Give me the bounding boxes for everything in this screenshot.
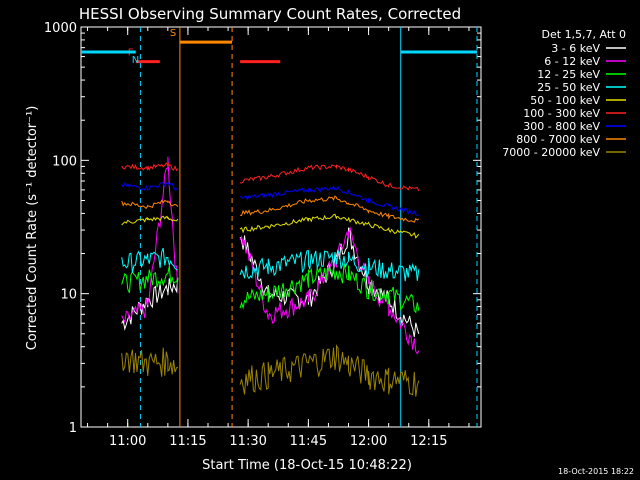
legend-label: 800 - 7000 keV [516, 133, 600, 146]
series-line [240, 195, 420, 223]
series-line [121, 347, 179, 377]
x-tick-label: 12:15 [410, 434, 447, 449]
x-tick-label: 12:00 [350, 434, 387, 449]
legend-label: 7000 - 20000 keV [502, 146, 600, 159]
x-tick-label: 11:15 [169, 434, 206, 449]
legend-label: 100 - 300 keV [523, 107, 600, 120]
flag-label: N [132, 55, 139, 66]
x-axis-label: Start Time (18-Oct-15 10:48:22) [202, 458, 412, 473]
series-line [239, 263, 420, 314]
x-tick-label: 11:00 [109, 434, 146, 449]
x-tick-label: 11:45 [290, 434, 327, 449]
series-line [239, 213, 420, 239]
series-line [121, 199, 179, 210]
series-line [121, 181, 179, 191]
legend-title: Det 1,5,7, Att 0 [542, 28, 626, 41]
series-line [239, 185, 419, 216]
series-line [240, 164, 420, 192]
y-axis-label: Corrected Count Rate (s⁻¹ detector⁻¹) [25, 106, 40, 351]
series-line [121, 265, 179, 294]
series-line [239, 227, 420, 338]
timestamp: 18-Oct-2015 18:22 [558, 467, 634, 476]
legend-label: 300 - 800 keV [523, 120, 600, 133]
series-line [121, 156, 179, 324]
series-line [239, 226, 420, 355]
chart-title: HESSI Observing Summary Count Rates, Cor… [79, 5, 461, 23]
legend-label: 3 - 6 keV [551, 42, 600, 55]
y-tick-label: 1000 [44, 21, 77, 36]
y-tick-label: 10 [60, 288, 77, 303]
flag-label: S [170, 28, 176, 39]
x-tick-label: 11:30 [229, 434, 266, 449]
series-line [239, 344, 420, 397]
legend-label: 25 - 50 keV [537, 81, 600, 94]
legend-label: 6 - 12 keV [544, 55, 600, 68]
plot-area: 1 10 100 1000 11:00 11:15 11:30 11:45 12:00 12:15… [44, 21, 482, 449]
series-line [121, 215, 179, 226]
plot-frame [80, 26, 482, 428]
series-line [239, 248, 420, 282]
y-tick-label: 100 [52, 154, 77, 169]
y-tick-label: 1 [69, 421, 77, 436]
legend-label: 12 - 25 keV [537, 68, 600, 81]
series-line [121, 161, 179, 172]
legend-label: 50 - 100 keV [530, 94, 600, 107]
series-line [121, 247, 179, 273]
